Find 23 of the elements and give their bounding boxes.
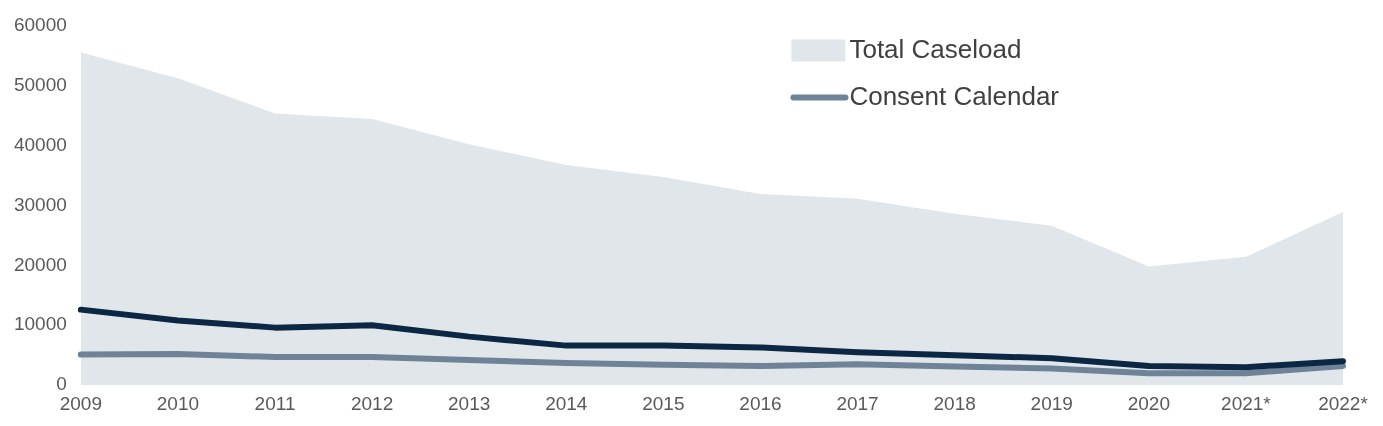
x-tick-label: 2011 xyxy=(254,392,296,414)
y-tick-label: 40000 xyxy=(13,133,67,155)
x-tick-label: 2020 xyxy=(1127,392,1170,414)
x-tick-label: 2009 xyxy=(59,392,102,414)
x-tick-label: 2018 xyxy=(933,392,976,414)
y-tick-label: 20000 xyxy=(13,253,67,275)
x-tick-label: 2013 xyxy=(448,392,491,414)
x-tick-label: 2021* xyxy=(1221,392,1272,414)
y-tick-label: 60000 xyxy=(13,13,67,35)
y-tick-label: 0 xyxy=(56,373,67,395)
y-tick-label: 10000 xyxy=(13,313,67,335)
x-tick-label: 2019 xyxy=(1030,392,1073,414)
legend-label: Consent Calendar xyxy=(849,80,1060,111)
x-tick-label: 2010 xyxy=(156,392,200,414)
x-tick-label: 2015 xyxy=(642,392,685,414)
x-tick-label: 2022* xyxy=(1318,392,1369,414)
x-tick-label: 2012 xyxy=(350,392,394,414)
y-tick-label: 50000 xyxy=(13,73,67,95)
y-tick-label: 30000 xyxy=(13,193,67,215)
x-tick-label: 2016 xyxy=(739,392,782,414)
x-tick-label: 2017 xyxy=(836,392,879,414)
legend-label: Total Caseload xyxy=(849,33,1022,64)
x-tick-label: 2014 xyxy=(545,392,588,414)
